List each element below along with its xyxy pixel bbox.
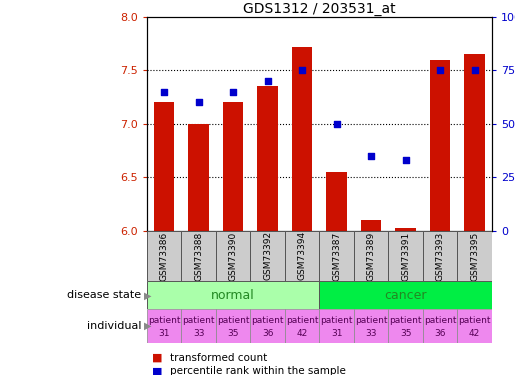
Text: normal: normal <box>211 289 255 302</box>
Text: patient: patient <box>355 316 387 325</box>
Point <box>194 99 202 105</box>
Point <box>263 78 271 84</box>
Text: GSM73394: GSM73394 <box>298 231 306 280</box>
Bar <box>326 172 347 231</box>
Text: 31: 31 <box>158 329 170 338</box>
Bar <box>250 309 285 343</box>
Text: GSM73388: GSM73388 <box>194 231 203 280</box>
Bar <box>354 231 388 281</box>
Bar <box>354 309 388 343</box>
Bar <box>147 281 319 309</box>
Bar <box>395 228 416 231</box>
Bar <box>147 309 181 343</box>
Bar <box>457 231 492 281</box>
Text: 33: 33 <box>193 329 204 338</box>
Text: disease state: disease state <box>67 290 142 300</box>
Bar <box>250 231 285 281</box>
Text: patient: patient <box>458 316 491 325</box>
Text: patient: patient <box>148 316 180 325</box>
Text: GSM73393: GSM73393 <box>436 231 444 280</box>
Bar <box>464 54 485 231</box>
Bar <box>291 47 313 231</box>
Bar <box>423 309 457 343</box>
Point <box>229 89 237 95</box>
Bar <box>360 220 382 231</box>
Text: 36: 36 <box>262 329 273 338</box>
Bar <box>257 86 278 231</box>
Text: patient: patient <box>389 316 422 325</box>
Text: GSM73395: GSM73395 <box>470 231 479 280</box>
Bar <box>319 231 354 281</box>
Point <box>298 68 306 74</box>
Bar <box>181 231 216 281</box>
Text: patient: patient <box>217 316 249 325</box>
Bar <box>147 231 181 281</box>
Text: patient: patient <box>182 316 215 325</box>
Point <box>470 68 478 74</box>
Bar <box>153 102 175 231</box>
Title: GDS1312 / 203531_at: GDS1312 / 203531_at <box>243 2 396 16</box>
Text: 42: 42 <box>469 329 480 338</box>
Text: 35: 35 <box>400 329 411 338</box>
Text: ▶: ▶ <box>144 321 152 331</box>
Point <box>160 89 168 95</box>
Point <box>401 157 409 163</box>
Text: 36: 36 <box>434 329 446 338</box>
Text: individual: individual <box>87 321 142 331</box>
Text: GSM73391: GSM73391 <box>401 231 410 280</box>
Text: cancer: cancer <box>384 289 427 302</box>
Text: 33: 33 <box>365 329 377 338</box>
Text: patient: patient <box>424 316 456 325</box>
Bar <box>388 309 423 343</box>
Bar <box>388 231 423 281</box>
Point <box>367 153 375 159</box>
Text: ■: ■ <box>152 353 162 363</box>
Text: 42: 42 <box>297 329 307 338</box>
Bar <box>285 309 319 343</box>
Bar <box>222 102 244 231</box>
Text: GSM73386: GSM73386 <box>160 231 168 280</box>
Text: GSM73387: GSM73387 <box>332 231 341 280</box>
Text: GSM73392: GSM73392 <box>263 231 272 280</box>
Text: 35: 35 <box>227 329 239 338</box>
Bar <box>181 309 216 343</box>
Bar <box>423 231 457 281</box>
Text: patient: patient <box>286 316 318 325</box>
Bar <box>216 309 250 343</box>
Text: ■: ■ <box>152 366 162 375</box>
Text: transformed count: transformed count <box>170 353 267 363</box>
Bar <box>216 231 250 281</box>
Text: patient: patient <box>251 316 284 325</box>
Text: patient: patient <box>320 316 353 325</box>
Bar <box>457 309 492 343</box>
Point <box>436 68 444 74</box>
Text: percentile rank within the sample: percentile rank within the sample <box>170 366 346 375</box>
Bar <box>430 60 451 231</box>
Bar <box>319 309 354 343</box>
Text: GSM73389: GSM73389 <box>367 231 375 280</box>
Text: ▶: ▶ <box>144 290 152 300</box>
Text: 31: 31 <box>331 329 342 338</box>
Bar <box>188 124 209 231</box>
Bar <box>285 231 319 281</box>
Text: GSM73390: GSM73390 <box>229 231 237 280</box>
Point <box>332 121 340 127</box>
Bar <box>319 281 492 309</box>
